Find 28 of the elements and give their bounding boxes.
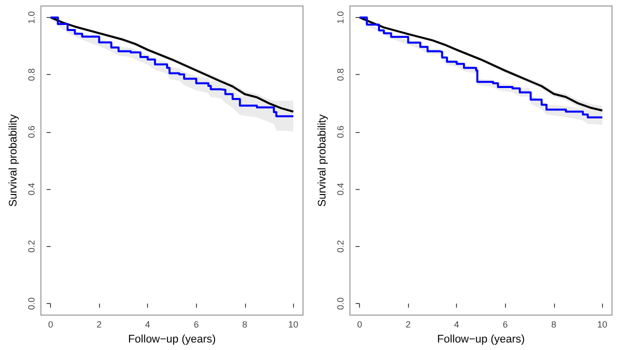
y-tick-label: 0.6 [26,126,36,138]
x-tick-label: 10 [597,320,608,330]
y-axis-title: Survival probability [8,114,20,207]
x-tick-label: 6 [194,320,199,330]
x-tick-label: 2 [96,320,102,330]
y-tick-label: 0.0 [26,297,36,310]
y-tick-label: 1.0 [335,11,346,24]
x-tick-label: 0 [48,320,54,330]
y-tick-label: 1.0 [26,11,36,24]
y-tick-label: 0.6 [335,126,346,138]
x-tick-label: 8 [551,320,556,330]
y-tick-label: 0.4 [26,182,36,196]
y-tick-label: 0.8 [26,68,36,81]
y-tick-label: 0.2 [335,240,346,253]
x-tick-label: 4 [454,320,460,330]
y-tick-label: 0.4 [335,182,346,196]
y-tick-label: 0.2 [26,240,36,253]
x-axis-title: Follow−up (years) [128,334,216,346]
x-tick-label: 2 [406,320,411,330]
y-axis-title: Survival probability [316,114,328,207]
x-tick-label: 6 [502,320,508,330]
y-tick-label: 0.0 [335,297,346,310]
y-tick-label: 0.8 [335,68,346,81]
x-tick-label: 0 [357,320,362,330]
x-tick-label: 4 [145,320,150,330]
x-tick-label: 10 [288,320,298,330]
x-tick-label: 8 [242,320,248,330]
x-axis-title: Follow−up (years) [437,334,525,346]
